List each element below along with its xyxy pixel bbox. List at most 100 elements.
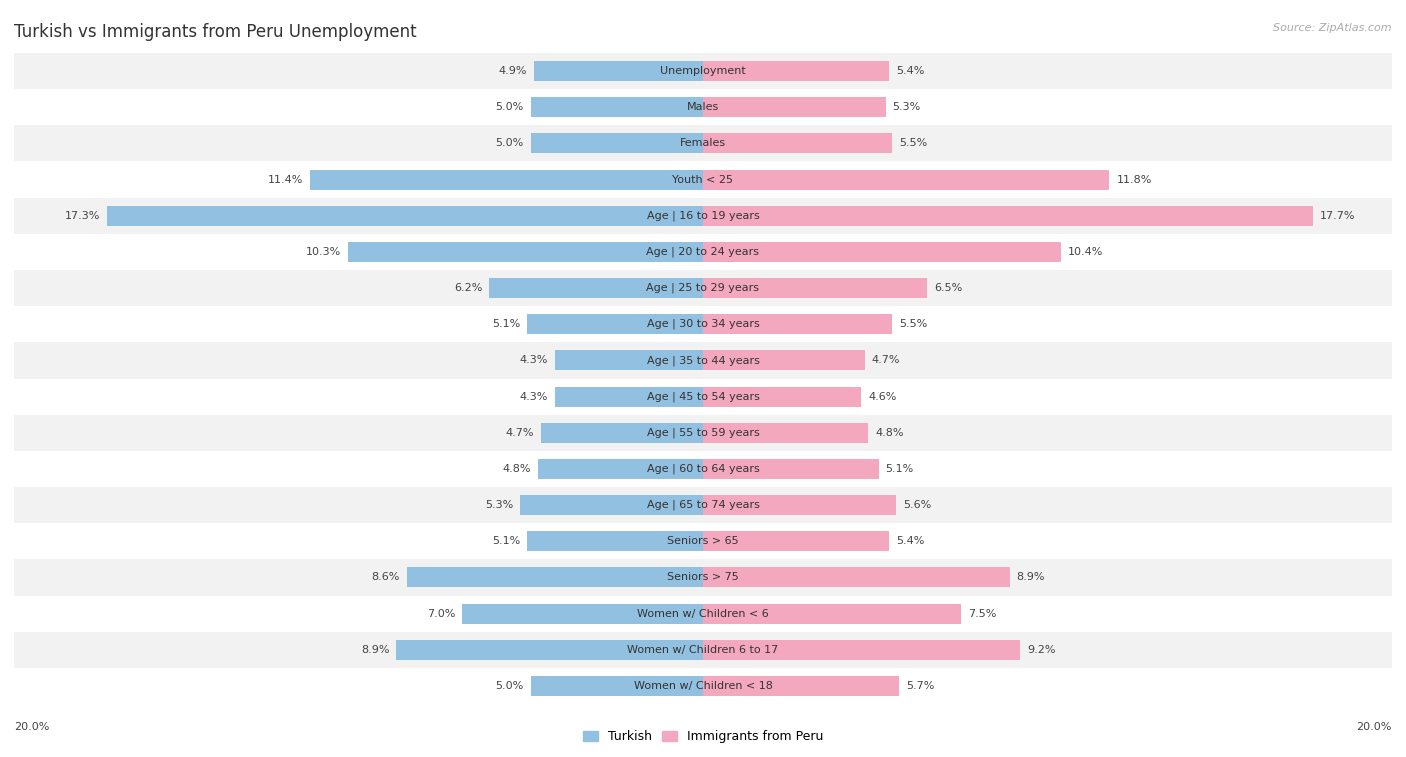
Text: 5.0%: 5.0%: [496, 681, 524, 691]
Text: 5.1%: 5.1%: [886, 464, 914, 474]
Text: 8.9%: 8.9%: [1017, 572, 1045, 582]
Text: Age | 65 to 74 years: Age | 65 to 74 years: [647, 500, 759, 510]
Bar: [14, 126, 1392, 161]
Text: Seniors > 75: Seniors > 75: [666, 572, 740, 582]
Text: 5.3%: 5.3%: [485, 500, 513, 510]
Bar: [463, 603, 703, 624]
Bar: [14, 342, 1392, 378]
Text: 5.4%: 5.4%: [896, 536, 924, 547]
Text: 5.0%: 5.0%: [496, 102, 524, 112]
Text: Age | 16 to 19 years: Age | 16 to 19 years: [647, 210, 759, 221]
Bar: [14, 198, 1392, 234]
Bar: [534, 61, 703, 81]
Bar: [520, 495, 703, 515]
Bar: [14, 270, 1392, 306]
Bar: [703, 676, 900, 696]
Bar: [531, 98, 703, 117]
Bar: [406, 568, 703, 587]
Bar: [527, 531, 703, 551]
Bar: [703, 495, 896, 515]
Bar: [527, 314, 703, 334]
Text: Age | 30 to 34 years: Age | 30 to 34 years: [647, 319, 759, 329]
Text: 5.0%: 5.0%: [496, 139, 524, 148]
Bar: [703, 423, 869, 443]
Bar: [537, 459, 703, 479]
Bar: [107, 206, 703, 226]
Text: Age | 60 to 64 years: Age | 60 to 64 years: [647, 464, 759, 474]
Bar: [14, 53, 1392, 89]
Bar: [14, 89, 1392, 126]
Bar: [703, 350, 865, 370]
Text: 4.3%: 4.3%: [520, 391, 548, 401]
Bar: [703, 531, 889, 551]
Bar: [703, 61, 889, 81]
Bar: [703, 603, 962, 624]
Bar: [14, 668, 1392, 704]
Bar: [14, 234, 1392, 270]
Text: 5.6%: 5.6%: [903, 500, 931, 510]
Text: Age | 25 to 29 years: Age | 25 to 29 years: [647, 283, 759, 293]
Text: Youth < 25: Youth < 25: [672, 175, 734, 185]
Text: Age | 45 to 54 years: Age | 45 to 54 years: [647, 391, 759, 402]
Text: 20.0%: 20.0%: [1357, 721, 1392, 732]
Text: Age | 20 to 24 years: Age | 20 to 24 years: [647, 247, 759, 257]
Bar: [14, 523, 1392, 559]
Text: 5.4%: 5.4%: [896, 66, 924, 76]
Bar: [703, 170, 1109, 189]
Text: Seniors > 65: Seniors > 65: [668, 536, 738, 547]
Bar: [489, 278, 703, 298]
Text: 4.9%: 4.9%: [499, 66, 527, 76]
Text: 17.7%: 17.7%: [1320, 210, 1355, 221]
Bar: [703, 98, 886, 117]
Text: Source: ZipAtlas.com: Source: ZipAtlas.com: [1274, 23, 1392, 33]
Bar: [349, 242, 703, 262]
Bar: [703, 459, 879, 479]
Bar: [703, 314, 893, 334]
Text: 4.7%: 4.7%: [872, 356, 900, 366]
Text: Males: Males: [688, 102, 718, 112]
Bar: [14, 631, 1392, 668]
Text: 5.3%: 5.3%: [893, 102, 921, 112]
Bar: [14, 306, 1392, 342]
Legend: Turkish, Immigrants from Peru: Turkish, Immigrants from Peru: [583, 731, 823, 743]
Text: Age | 55 to 59 years: Age | 55 to 59 years: [647, 428, 759, 438]
Bar: [14, 161, 1392, 198]
Bar: [14, 487, 1392, 523]
Bar: [531, 676, 703, 696]
Text: 11.4%: 11.4%: [269, 175, 304, 185]
Text: 9.2%: 9.2%: [1026, 645, 1056, 655]
Text: 17.3%: 17.3%: [65, 210, 100, 221]
Text: 8.6%: 8.6%: [371, 572, 399, 582]
Bar: [311, 170, 703, 189]
Text: 10.4%: 10.4%: [1069, 247, 1104, 257]
Text: 4.6%: 4.6%: [869, 391, 897, 401]
Text: 5.1%: 5.1%: [492, 319, 520, 329]
Text: Women w/ Children 6 to 17: Women w/ Children 6 to 17: [627, 645, 779, 655]
Bar: [541, 423, 703, 443]
Text: Females: Females: [681, 139, 725, 148]
Bar: [703, 387, 862, 407]
Text: 5.1%: 5.1%: [492, 536, 520, 547]
Text: Women w/ Children < 18: Women w/ Children < 18: [634, 681, 772, 691]
Bar: [555, 350, 703, 370]
Bar: [14, 596, 1392, 631]
Bar: [14, 451, 1392, 487]
Text: 8.9%: 8.9%: [361, 645, 389, 655]
Bar: [703, 278, 927, 298]
Text: 20.0%: 20.0%: [14, 721, 49, 732]
Bar: [703, 242, 1062, 262]
Text: 6.5%: 6.5%: [934, 283, 962, 293]
Bar: [703, 568, 1010, 587]
Text: 5.7%: 5.7%: [907, 681, 935, 691]
Text: 4.7%: 4.7%: [506, 428, 534, 438]
Text: 5.5%: 5.5%: [900, 139, 928, 148]
Text: 4.8%: 4.8%: [875, 428, 904, 438]
Bar: [703, 133, 893, 154]
Text: 6.2%: 6.2%: [454, 283, 482, 293]
Bar: [531, 133, 703, 154]
Bar: [703, 640, 1019, 659]
Text: 4.3%: 4.3%: [520, 356, 548, 366]
Text: Turkish vs Immigrants from Peru Unemployment: Turkish vs Immigrants from Peru Unemploy…: [14, 23, 416, 41]
Text: 10.3%: 10.3%: [307, 247, 342, 257]
Text: 4.8%: 4.8%: [502, 464, 531, 474]
